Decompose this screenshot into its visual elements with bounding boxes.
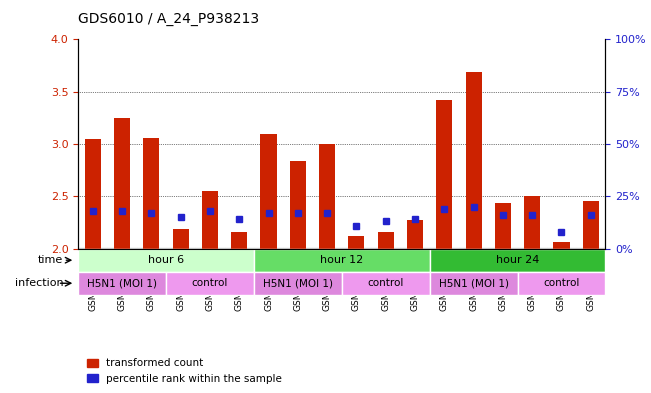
Bar [348, 236, 365, 249]
Bar [465, 72, 482, 249]
Text: GDS6010 / A_24_P938213: GDS6010 / A_24_P938213 [78, 12, 259, 26]
FancyBboxPatch shape [78, 249, 254, 272]
FancyBboxPatch shape [342, 272, 430, 295]
FancyBboxPatch shape [78, 272, 166, 295]
Bar [260, 134, 277, 249]
Text: H5N1 (MOI 1): H5N1 (MOI 1) [263, 278, 333, 288]
Text: H5N1 (MOI 1): H5N1 (MOI 1) [87, 278, 157, 288]
Bar [202, 191, 218, 249]
Bar [583, 200, 599, 249]
Bar [114, 118, 130, 249]
FancyBboxPatch shape [518, 272, 605, 295]
Text: control: control [544, 278, 579, 288]
FancyBboxPatch shape [430, 272, 518, 295]
Bar [495, 203, 511, 249]
Bar [436, 100, 452, 249]
FancyBboxPatch shape [430, 249, 605, 272]
Text: H5N1 (MOI 1): H5N1 (MOI 1) [439, 278, 508, 288]
FancyBboxPatch shape [254, 272, 342, 295]
Text: hour 6: hour 6 [148, 255, 184, 265]
Bar [553, 242, 570, 249]
Legend: transformed count, percentile rank within the sample: transformed count, percentile rank withi… [83, 354, 286, 388]
FancyBboxPatch shape [254, 249, 430, 272]
Text: time: time [38, 255, 63, 265]
Bar [319, 144, 335, 249]
Bar [524, 196, 540, 249]
Bar [407, 220, 423, 249]
Text: control: control [368, 278, 404, 288]
FancyBboxPatch shape [166, 272, 254, 295]
Bar [290, 161, 306, 249]
Text: control: control [192, 278, 228, 288]
Bar [378, 232, 394, 249]
Bar [173, 229, 189, 249]
Text: infection: infection [15, 278, 63, 288]
Bar [231, 232, 247, 249]
Text: hour 12: hour 12 [320, 255, 363, 265]
Text: hour 24: hour 24 [496, 255, 539, 265]
Bar [85, 139, 101, 249]
Bar [143, 138, 159, 249]
